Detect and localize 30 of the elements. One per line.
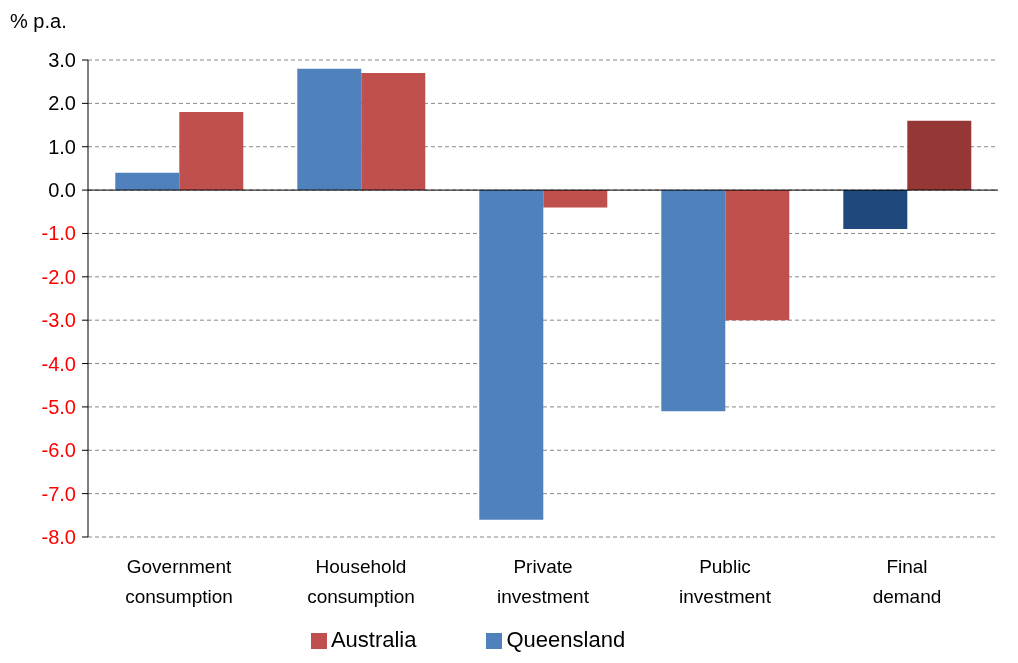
y-tick-label: -3.0 — [41, 309, 76, 332]
bar — [725, 190, 790, 321]
y-tick-label: -7.0 — [41, 482, 76, 505]
bar — [115, 172, 180, 191]
y-tick-label: -2.0 — [41, 265, 76, 288]
y-tick-label: 3.0 — [48, 49, 76, 71]
bar — [907, 120, 972, 191]
legend-label: Australia — [330, 627, 417, 652]
bar — [843, 190, 908, 230]
y-tick-label: -6.0 — [41, 439, 76, 462]
x-tick-label: Private investment — [497, 556, 590, 607]
y-tick-label: -5.0 — [41, 395, 76, 418]
x-tick-label: Household consumption — [307, 556, 415, 607]
x-tick-label: Public investment — [679, 556, 772, 607]
bar — [479, 190, 544, 520]
y-tick-label: 1.0 — [48, 135, 76, 158]
x-tick-label: Government consumption — [125, 556, 233, 607]
bar — [661, 190, 726, 412]
y-tick-label: 0.0 — [48, 179, 76, 202]
y-tick-label: -8.0 — [41, 526, 76, 548]
y-axis-title: % p.a. — [10, 10, 67, 33]
x-tick-label: Final demand — [872, 556, 942, 607]
bar — [179, 112, 244, 191]
bar — [361, 73, 426, 191]
y-tick-label: 2.0 — [48, 92, 76, 115]
bar — [297, 68, 362, 191]
bar — [543, 190, 608, 208]
legend-label: Queensland — [506, 627, 626, 652]
y-tick-label: -4.0 — [41, 352, 76, 375]
y-tick-label: -1.0 — [41, 222, 76, 245]
